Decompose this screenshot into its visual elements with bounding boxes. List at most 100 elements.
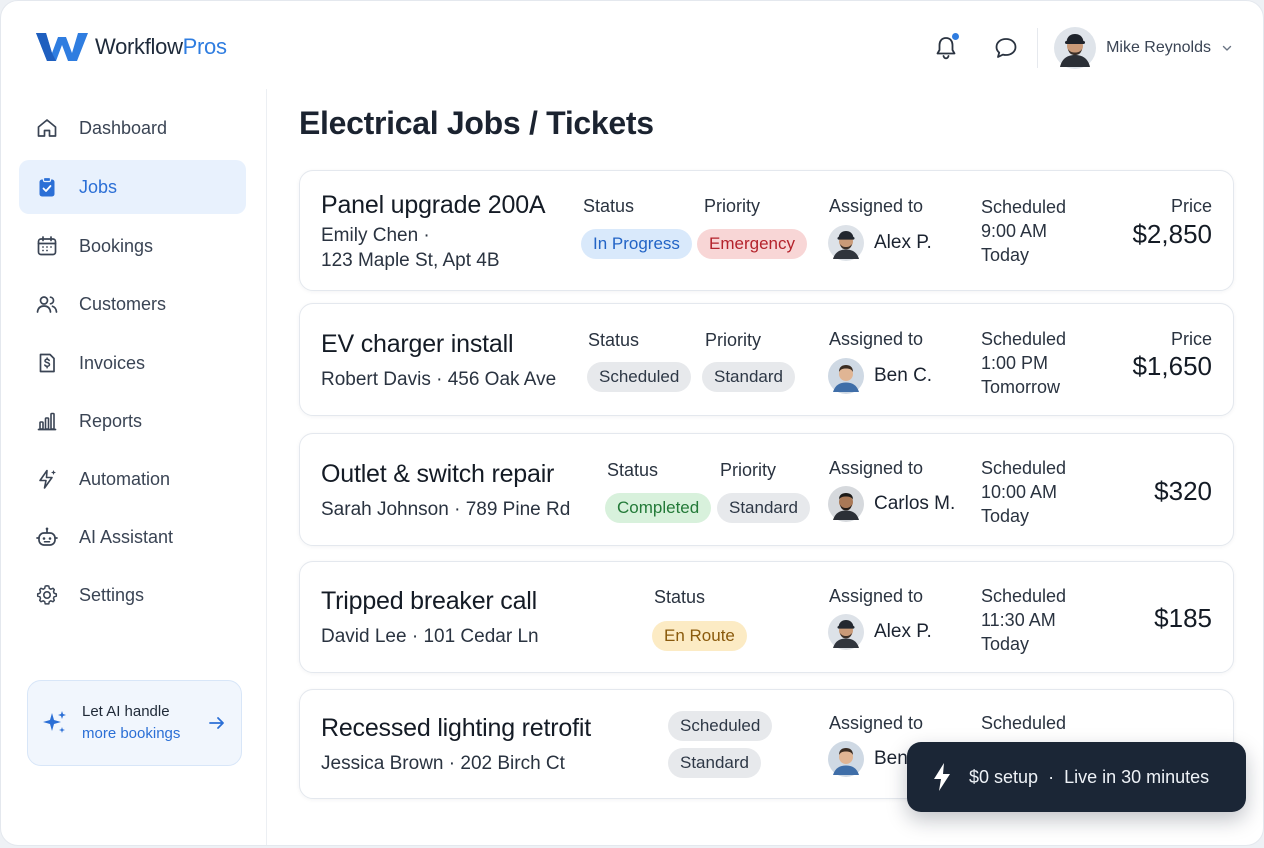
job-customer: Emily Chen · 123 Maple St, Apt 4B (321, 225, 500, 271)
chevron-down-icon (1222, 45, 1232, 51)
sidebar-item-label: Bookings (79, 235, 154, 256)
job-card[interactable]: Outlet & switch repair Sarah Johnson · 7… (299, 433, 1234, 546)
users-icon (36, 296, 58, 313)
avatar (828, 358, 864, 394)
priority-label: Priority (720, 460, 777, 480)
sidebar-item-label: Settings (79, 584, 145, 605)
sidebar-item-label: AI Assistant (79, 526, 174, 547)
job-price: $2,850 (1132, 219, 1212, 249)
bar-chart-icon (37, 412, 57, 431)
job-price: $185 (1154, 603, 1212, 633)
sparkle-bolt-icon (39, 469, 56, 489)
sidebar: Dashboard Jobs Bookings Customers Invoic… (1, 89, 267, 845)
assignee-name: Carlos M. (874, 493, 956, 514)
avatar (828, 741, 864, 777)
assignee: Ben (828, 741, 908, 777)
robot-icon (36, 527, 58, 546)
assignee-name: Alex P. (874, 621, 932, 642)
notifications-button[interactable] (931, 33, 961, 63)
status-label: Status (583, 196, 635, 216)
sidebar-item-invoices[interactable]: Invoices (19, 336, 246, 390)
status-badge: Scheduled (587, 362, 692, 392)
sidebar-item-bookings[interactable]: Bookings (19, 219, 246, 273)
job-card[interactable]: Panel upgrade 200A Emily Chen · 123 Mapl… (299, 170, 1234, 291)
ai-card-title: Let AI handle (82, 703, 170, 720)
status-badge: En Route (652, 621, 747, 651)
priority-badge: Standard (668, 748, 761, 778)
job-title: EV charger install (321, 330, 514, 358)
job-price: $320 (1154, 476, 1212, 506)
assignee: Ben C. (828, 358, 932, 394)
sidebar-item-label: Invoices (79, 352, 146, 373)
job-customer: Sarah Johnson · 789 Pine Rd (321, 499, 571, 520)
ai-card-subtitle: more bookings (82, 725, 181, 742)
arrow-right-icon[interactable] (207, 713, 227, 733)
avatar (828, 225, 864, 261)
user-name: Mike Reynolds (1106, 39, 1211, 56)
sidebar-item-customers[interactable]: Customers (19, 277, 246, 331)
sidebar-item-ai-assistant[interactable]: AI Assistant (19, 510, 246, 564)
sidebar-item-label: Jobs (79, 176, 118, 197)
bell-icon (936, 37, 956, 60)
assigned-label: Assigned to (829, 586, 924, 606)
status-label: Status (588, 330, 640, 350)
job-customer: Robert Davis · 456 Oak Ave (321, 369, 557, 390)
priority-badge: Standard (717, 493, 810, 523)
status-badge: In Progress (581, 229, 692, 259)
chat-icon (995, 38, 1017, 58)
user-avatar (1054, 27, 1097, 69)
home-icon (37, 119, 57, 137)
clipboard-icon (39, 176, 55, 197)
avatar (828, 614, 864, 650)
priority-label: Priority (705, 330, 762, 350)
assigned-label: Assigned to (829, 196, 924, 216)
w-logo-icon (36, 33, 88, 61)
priority-badge: Emergency (697, 229, 807, 259)
avatar (828, 486, 864, 522)
calendar-icon (37, 236, 57, 256)
status-label: Status (654, 587, 706, 607)
job-customer: David Lee · 101 Cedar Ln (321, 626, 539, 647)
assignee-name: Alex P. (874, 232, 932, 253)
schedule: Scheduled 1:00 PM Tomorrow (981, 329, 1067, 397)
job-card[interactable]: EV charger install Robert Davis · 456 Oa… (299, 303, 1234, 416)
job-title: Outlet & switch repair (321, 460, 555, 488)
assignee-name: Ben (874, 748, 908, 769)
sidebar-item-settings[interactable]: Settings (19, 568, 246, 622)
assignee: Carlos M. (828, 486, 955, 522)
user-menu[interactable]: Mike Reynolds (1054, 27, 1233, 69)
gear-icon (36, 585, 58, 605)
sidebar-item-jobs[interactable]: Jobs (19, 160, 246, 214)
status-badge: Completed (605, 493, 712, 523)
assigned-label: Assigned to (829, 458, 924, 478)
messages-button[interactable] (991, 33, 1021, 63)
job-card[interactable]: Tripped breaker call David Lee · 101 Ced… (299, 561, 1234, 673)
assignee: Alex P. (828, 614, 932, 650)
toast-text: $0 setup · Live in 30 minutes (969, 766, 1210, 787)
sidebar-item-label: Automation (79, 468, 171, 489)
brand-name: WorkflowPros (95, 34, 227, 59)
page-title: Electrical Jobs / Tickets (299, 105, 654, 141)
invoice-icon (39, 353, 55, 373)
promo-toast[interactable]: $0 setup · Live in 30 minutes (907, 742, 1246, 812)
header-divider (1037, 28, 1039, 68)
job-price: $1,650 (1132, 351, 1212, 381)
priority-badge: Standard (702, 362, 795, 392)
schedule: Scheduled (981, 713, 1067, 733)
ai-promo-card[interactable]: Let AI handle more bookings (27, 680, 242, 766)
schedule: Scheduled 9:00 AM Today (981, 197, 1067, 265)
notification-dot (952, 33, 960, 40)
brand-logo[interactable]: WorkflowPros (35, 31, 227, 63)
assignee: Alex P. (828, 225, 932, 261)
sidebar-item-label: Customers (79, 293, 167, 314)
sidebar-item-automation[interactable]: Automation (19, 452, 246, 506)
assignee-name: Ben C. (874, 365, 933, 386)
sidebar-item-reports[interactable]: Reports (19, 394, 246, 448)
assigned-label: Assigned to (829, 329, 924, 349)
header-actions: Mike Reynolds (931, 25, 1233, 71)
sidebar-item-dashboard[interactable]: Dashboard (19, 101, 246, 155)
sidebar-item-label: Reports (79, 410, 143, 431)
sidebar-item-label: Dashboard (79, 117, 168, 138)
status-badge: Scheduled (668, 711, 773, 741)
